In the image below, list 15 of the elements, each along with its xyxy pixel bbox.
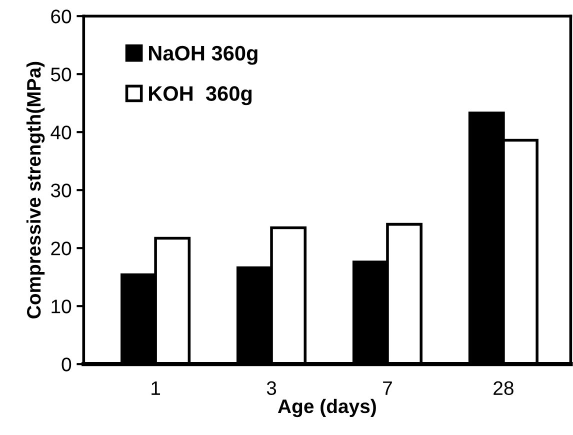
legend-label: NaOH 360g <box>148 46 258 65</box>
x-axis-title: Age (days) <box>278 398 376 418</box>
y-tick-label: 40 <box>50 126 72 140</box>
y-tick-label: 50 <box>51 68 72 82</box>
x-tick-label: 28 <box>494 381 514 396</box>
legend-label: KOH 360g <box>148 86 252 106</box>
y-tick-label: 10 <box>52 300 72 314</box>
y-tick-label: 20 <box>51 242 72 256</box>
y-tick-label: 30 <box>50 184 72 198</box>
y-axis-title: Compressive strength(MPa) <box>26 62 45 318</box>
x-tick-label: 3 <box>266 381 276 396</box>
y-tick-label: 0 <box>62 358 72 372</box>
y-tick-label: 60 <box>51 10 72 24</box>
x-tick-label: 1 <box>152 381 160 395</box>
x-tick-label: 7 <box>383 381 392 395</box>
